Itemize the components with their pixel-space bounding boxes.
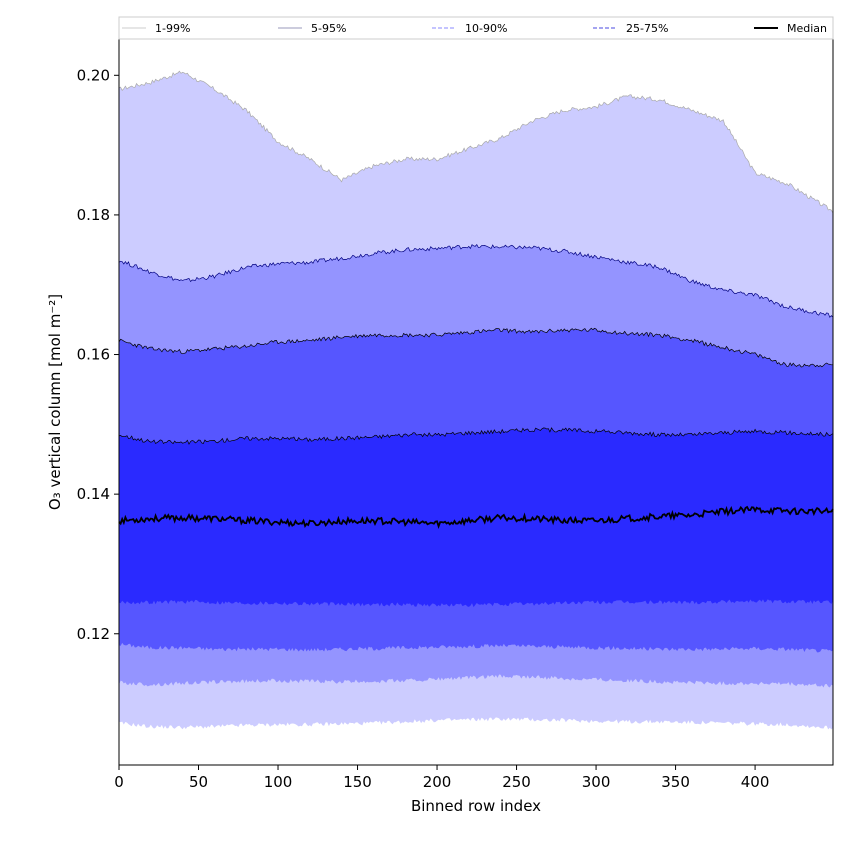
legend-item: 25-75% [593, 22, 668, 35]
x-tick-label: 250 [502, 773, 531, 791]
legend-label: 5-95% [311, 22, 346, 35]
y-tick-label: 0.14 [77, 485, 110, 503]
y-axis-label: O₃ vertical column [mol m⁻²] [46, 294, 64, 510]
legend-label: 1-99% [155, 22, 190, 35]
legend: 1-99% 5-95% 10-90% 25-75% Median [118, 16, 834, 40]
legend-item: 1-99% [122, 22, 190, 35]
bands-layer [118, 70, 834, 730]
y-tick-label: 0.12 [77, 625, 110, 643]
band-upper-edge-10-90% [118, 327, 833, 368]
legend-box [118, 16, 834, 40]
median-line [118, 505, 834, 530]
x-tick-label: 150 [343, 773, 372, 791]
x-axis-label: Binned row index [411, 797, 541, 815]
band-upper-edge-5-95% [118, 244, 834, 318]
x-axis: 0 50 100 150 200 250 300 350 400 [114, 765, 769, 791]
legend-item: 10-90% [432, 22, 507, 35]
legend-label: 10-90% [465, 22, 507, 35]
x-tick-label: 0 [114, 773, 124, 791]
band-25-75% [119, 427, 833, 608]
legend-item: Median [754, 22, 827, 35]
y-tick-label: 0.20 [77, 66, 110, 84]
legend-label: 25-75% [626, 22, 668, 35]
legend-item: 5-95% [278, 22, 346, 35]
y-axis: 0.12 0.14 0.16 0.18 0.20 [77, 66, 119, 643]
x-tick-label: 350 [661, 773, 690, 791]
band-upper-edge-1-99% [118, 70, 834, 214]
x-tick-label: 400 [741, 773, 770, 791]
y-tick-label: 0.16 [77, 346, 110, 364]
x-tick-label: 100 [264, 773, 293, 791]
median-layer [118, 505, 834, 530]
legend-label: Median [787, 22, 827, 35]
x-tick-label: 200 [423, 773, 452, 791]
x-tick-label: 300 [582, 773, 611, 791]
y-tick-label: 0.18 [77, 206, 110, 224]
x-tick-label: 50 [189, 773, 208, 791]
band-upper-edge-25-75% [118, 427, 834, 445]
